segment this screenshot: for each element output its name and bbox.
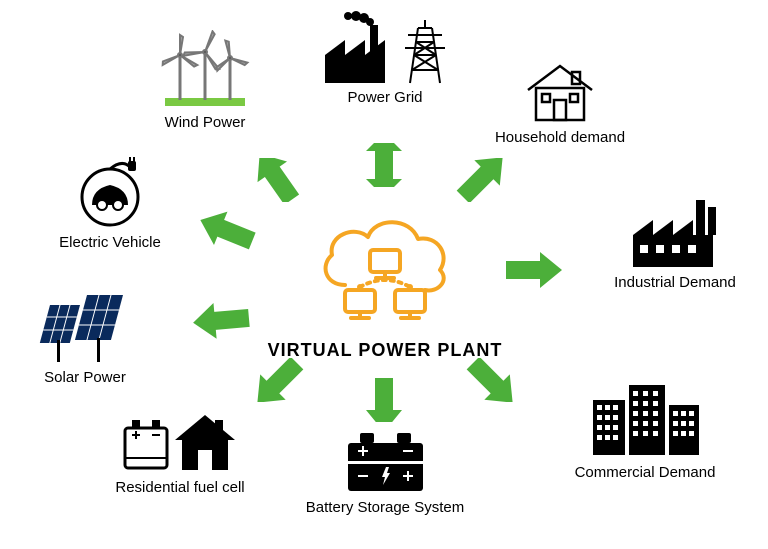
node-fuelcell: Residential fuel cell bbox=[100, 400, 260, 496]
node-power-grid: Power Grid bbox=[300, 10, 470, 106]
diagram-stage: VIRTUAL POWER PLANT bbox=[0, 0, 768, 549]
wind-icon bbox=[160, 30, 250, 110]
buildings-icon bbox=[585, 375, 705, 460]
label-fuelcell: Residential fuel cell bbox=[115, 479, 244, 496]
fuelcell-house-icon bbox=[120, 400, 240, 475]
label-power-grid: Power Grid bbox=[347, 89, 422, 106]
node-ev: Electric Vehicle bbox=[50, 155, 170, 251]
arrow-icon bbox=[445, 158, 515, 202]
arrow-icon bbox=[245, 358, 315, 402]
arrow-icon bbox=[190, 298, 260, 342]
label-industrial: Industrial Demand bbox=[614, 274, 736, 291]
label-battery: Battery Storage System bbox=[306, 499, 464, 516]
solar-icon bbox=[35, 290, 135, 365]
ev-icon bbox=[70, 155, 150, 230]
node-commercial: Commercial Demand bbox=[565, 375, 725, 481]
arrow-icon bbox=[195, 210, 265, 254]
factory-icon bbox=[628, 195, 723, 270]
label-solar: Solar Power bbox=[44, 369, 126, 386]
cloud-network-icon bbox=[310, 205, 460, 330]
label-household: Household demand bbox=[495, 129, 625, 146]
arrow-icon bbox=[495, 248, 565, 292]
arrow-icon bbox=[243, 158, 313, 202]
arrow-icon bbox=[455, 358, 525, 402]
node-battery: Battery Storage System bbox=[300, 425, 470, 516]
label-ev: Electric Vehicle bbox=[59, 234, 161, 251]
node-household: Household demand bbox=[490, 60, 630, 146]
node-solar: Solar Power bbox=[20, 290, 150, 386]
label-wind: Wind Power bbox=[165, 114, 246, 131]
center-node bbox=[310, 205, 460, 330]
battery-icon bbox=[338, 425, 433, 495]
house-icon bbox=[520, 60, 600, 125]
label-commercial: Commercial Demand bbox=[575, 464, 716, 481]
node-industrial: Industrial Demand bbox=[605, 195, 745, 291]
arrow-icon bbox=[349, 143, 419, 187]
power-grid-icon bbox=[320, 10, 450, 85]
arrow-icon bbox=[349, 378, 419, 422]
node-wind: Wind Power bbox=[150, 30, 260, 131]
